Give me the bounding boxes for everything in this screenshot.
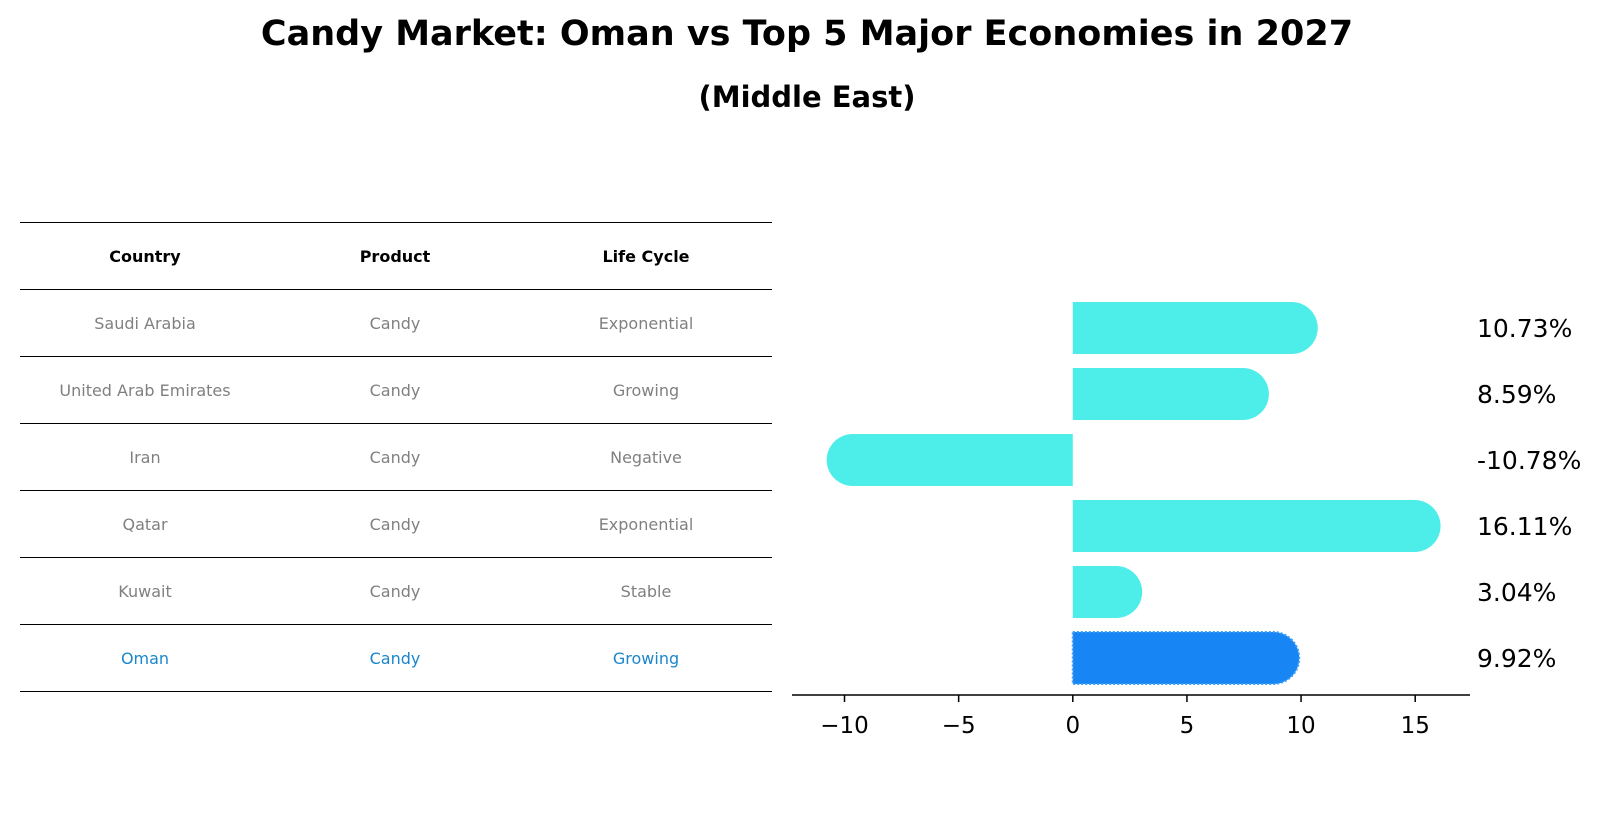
table-header-row: Country Product Life Cycle	[20, 222, 772, 290]
column-header-country: Country	[109, 246, 181, 266]
x-tick-label-5: 15	[1401, 713, 1430, 739]
x-tick-label-1: −5	[942, 713, 976, 739]
value-labels-group: 10.73% 8.59% -10.78% 16.11% 3.04% 9.92%	[1477, 314, 1581, 673]
cell-country: Kuwait	[118, 581, 172, 601]
x-tick-label-2: 0	[1065, 713, 1080, 739]
value-label-4: 3.04%	[1477, 578, 1556, 607]
cell-product: Candy	[369, 380, 421, 400]
bar-0	[1072, 302, 1318, 354]
bar-2	[826, 434, 1073, 486]
cell-product: Candy	[369, 581, 421, 601]
cell-life-cycle: Exponential	[598, 514, 694, 534]
column-header-life-cycle: Life Cycle	[602, 246, 690, 266]
cell-country: Qatar	[122, 514, 168, 534]
bar-1	[1072, 368, 1269, 420]
bar-5	[1071, 631, 1301, 685]
cell-product: Candy	[369, 514, 421, 534]
cell-life-cycle: Growing	[612, 380, 680, 400]
chart-title: Candy Market: Oman vs Top 5 Major Econom…	[260, 14, 1354, 54]
cell-product: Candy	[369, 447, 421, 467]
data-table: Country Product Life Cycle Saudi Arabia …	[20, 222, 772, 692]
column-header-product: Product	[359, 246, 431, 266]
x-tick-label-4: 10	[1286, 713, 1315, 739]
table-row: Qatar Candy Exponential	[20, 491, 772, 558]
table-row: Kuwait Candy Stable	[20, 558, 772, 625]
bar-3	[1072, 500, 1441, 552]
table-row: Iran Candy Negative	[20, 424, 772, 491]
cell-country: Saudi Arabia	[94, 313, 196, 333]
table-row-highlighted: Oman Candy Growing	[20, 625, 772, 692]
value-label-5: 9.92%	[1477, 644, 1556, 673]
table-row: Saudi Arabia Candy Exponential	[20, 290, 772, 357]
bar-chart: 10.73% 8.59% -10.78% 16.11% 3.04% 9.92% −10 −5…	[792, 302, 1581, 739]
cell-product: Candy	[369, 313, 421, 333]
value-label-2: -10.78%	[1477, 446, 1581, 475]
table-row: United Arab Emirates Candy Growing	[20, 357, 772, 424]
value-label-3: 16.11%	[1477, 512, 1572, 541]
cell-country: Iran	[129, 447, 161, 467]
cell-country: Oman	[120, 648, 170, 668]
cell-country: United Arab Emirates	[59, 380, 231, 400]
x-tick-label-0: −10	[820, 713, 869, 739]
x-tick-label-3: 5	[1180, 713, 1195, 739]
cell-life-cycle: Exponential	[598, 313, 694, 333]
cell-product: Candy	[369, 648, 421, 668]
cell-life-cycle: Negative	[610, 447, 682, 467]
value-label-1: 8.59%	[1477, 380, 1556, 409]
cell-life-cycle: Stable	[620, 581, 672, 601]
value-label-0: 10.73%	[1477, 314, 1572, 343]
cell-life-cycle: Growing	[612, 648, 680, 668]
x-ticks-group: −10 −5 0 5 10 15	[820, 695, 1430, 739]
bar-4	[1072, 566, 1143, 618]
bars-group	[826, 302, 1441, 685]
chart-subtitle: (Middle East)	[698, 80, 916, 114]
